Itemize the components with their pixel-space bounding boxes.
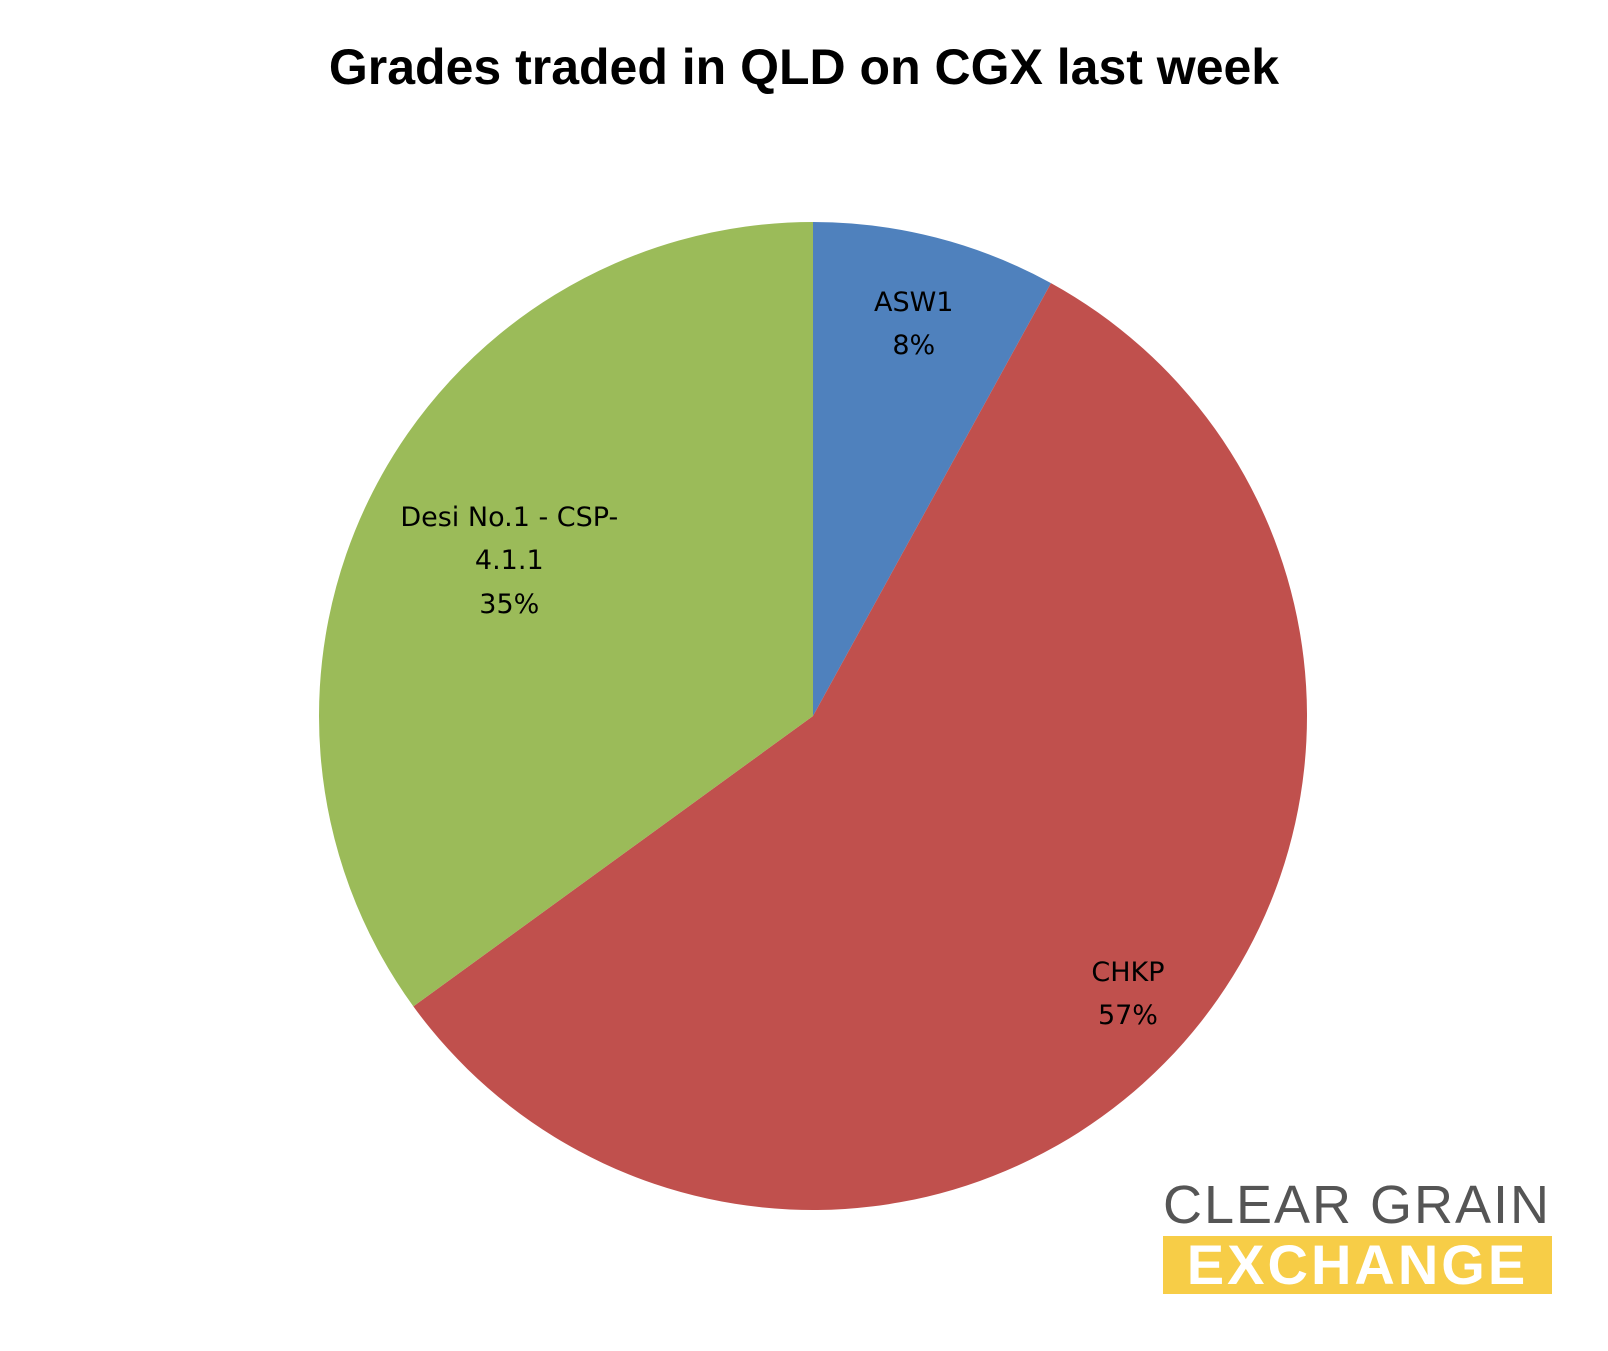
- chart-title: Grades traded in QLD on CGX last week: [328, 39, 1280, 95]
- category-label: CHKP: [1091, 956, 1165, 988]
- data-label: ASW1 8%: [784, 280, 1044, 366]
- category-label: ASW1: [873, 286, 954, 318]
- category-label: Desi No.1 - CSP-4.1.1: [400, 502, 619, 577]
- data-label: CHKP 57%: [998, 950, 1258, 1036]
- logo-text: CLEAR GRAIN: [1162, 1175, 1552, 1235]
- value-label: 57%: [1097, 999, 1158, 1031]
- logo-banner: EXCHANGE: [1163, 1236, 1552, 1294]
- value-label: 8%: [892, 329, 936, 361]
- pie-slice: [413, 283, 1308, 1210]
- value-label: 35%: [479, 588, 540, 620]
- pie-slice: [319, 222, 813, 1007]
- data-label: Desi No.1 - CSP-4.1.1 35%: [379, 496, 639, 626]
- pie-slice: [813, 222, 1051, 716]
